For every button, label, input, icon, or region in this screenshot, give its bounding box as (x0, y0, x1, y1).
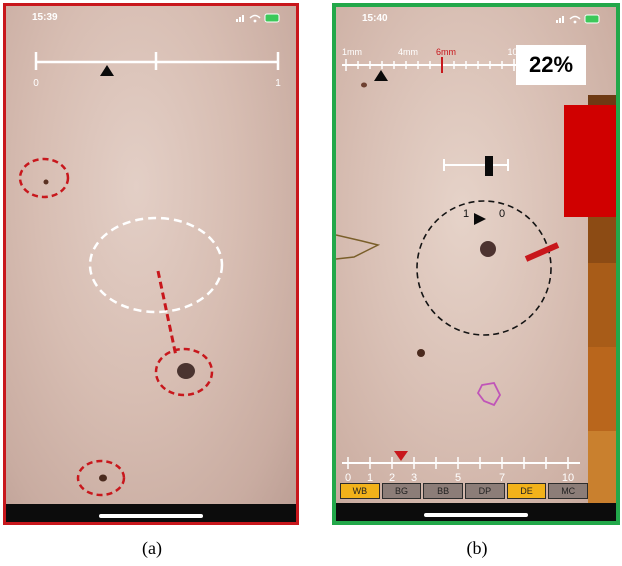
panel-b-overlay: 1mm 4mm 6mm 10mm 1 0 (336, 47, 580, 484)
size-handle (485, 156, 493, 176)
panel-b-phone-screen: 15:40 22% 1m (332, 3, 620, 525)
lesion-spot (43, 179, 49, 185)
lesion-spot (99, 474, 107, 482)
lesion-spot (361, 82, 367, 88)
tone-swatch[interactable] (588, 431, 616, 515)
scale-label: 1 (367, 472, 373, 484)
scale-pointer-icon (100, 65, 114, 76)
ruler-label: 10mm (507, 47, 532, 57)
scale-label: 0 (345, 472, 351, 484)
panel-a-phone-screen: 15:39 0 1 (3, 3, 299, 525)
lesion-spot (177, 363, 195, 379)
scale-label-max: 1 (275, 78, 281, 89)
home-indicator[interactable] (424, 513, 528, 517)
selected-tone-indicator (564, 105, 616, 217)
rotation-circle[interactable] (416, 200, 552, 336)
mm-ruler[interactable]: 1mm 4mm 6mm 10mm (342, 47, 533, 81)
scale-label: 5 (455, 472, 461, 484)
home-bar (336, 503, 616, 521)
rotation-arrow-icon[interactable] (474, 213, 486, 225)
lesion-spot (417, 349, 425, 357)
distance-scale[interactable]: 0 1 (33, 52, 281, 89)
status-bar: 15:39 (24, 12, 282, 26)
bottom-scale[interactable]: 0 1 2 3 5 7 10 (342, 451, 580, 484)
scale-label-min: 0 (33, 78, 39, 89)
lesion-marker-circle[interactable] (76, 459, 126, 497)
rotation-label: 1 (463, 208, 469, 220)
ruler-pointer-icon (374, 70, 388, 81)
status-icons (556, 13, 602, 28)
scale-label: 2 (389, 472, 395, 484)
caption-a: (a) (142, 538, 162, 558)
pointer-line (156, 270, 178, 357)
status-time: 15:40 (362, 13, 388, 24)
skin-button-bb[interactable]: BB (423, 483, 464, 499)
skin-button-bg[interactable]: BG (381, 483, 422, 499)
home-indicator[interactable] (99, 514, 203, 518)
focus-circle[interactable] (88, 216, 224, 314)
ruler-label: 1mm (342, 47, 362, 57)
status-time: 15:39 (32, 12, 58, 23)
skin-type-buttons: WB BG BB DP DE MC (340, 483, 589, 499)
scale-label: 10 (562, 472, 574, 484)
tone-swatch[interactable] (588, 263, 616, 347)
rotation-handle[interactable] (524, 242, 560, 262)
lesion-marker-circle[interactable] (18, 157, 70, 199)
scale-pointer-icon (394, 451, 408, 461)
ruler-label-selected: 6mm (436, 47, 456, 57)
skin-button-dp[interactable]: DP (465, 483, 505, 499)
panel-a-overlay: 0 1 (18, 52, 281, 497)
lesion-spot (480, 241, 496, 257)
tone-swatch[interactable] (588, 347, 616, 431)
skin-button-mc[interactable]: MC (548, 483, 589, 499)
scale-label: 7 (499, 472, 505, 484)
traced-outline (336, 234, 381, 260)
lesion-marker-circle[interactable] (154, 347, 214, 397)
skin-button-de[interactable]: DE (506, 483, 547, 499)
traced-lesion-outline (476, 382, 502, 407)
home-bar (6, 504, 296, 522)
scale-label: 3 (411, 472, 417, 484)
size-bracket[interactable] (443, 156, 509, 176)
rotation-label: 0 (499, 208, 505, 220)
status-icons (236, 12, 282, 27)
skin-button-wb[interactable]: WB (340, 483, 380, 499)
ruler-label: 4mm (398, 47, 418, 57)
caption-b: (b) (466, 538, 488, 558)
status-bar: 15:40 (354, 13, 602, 27)
